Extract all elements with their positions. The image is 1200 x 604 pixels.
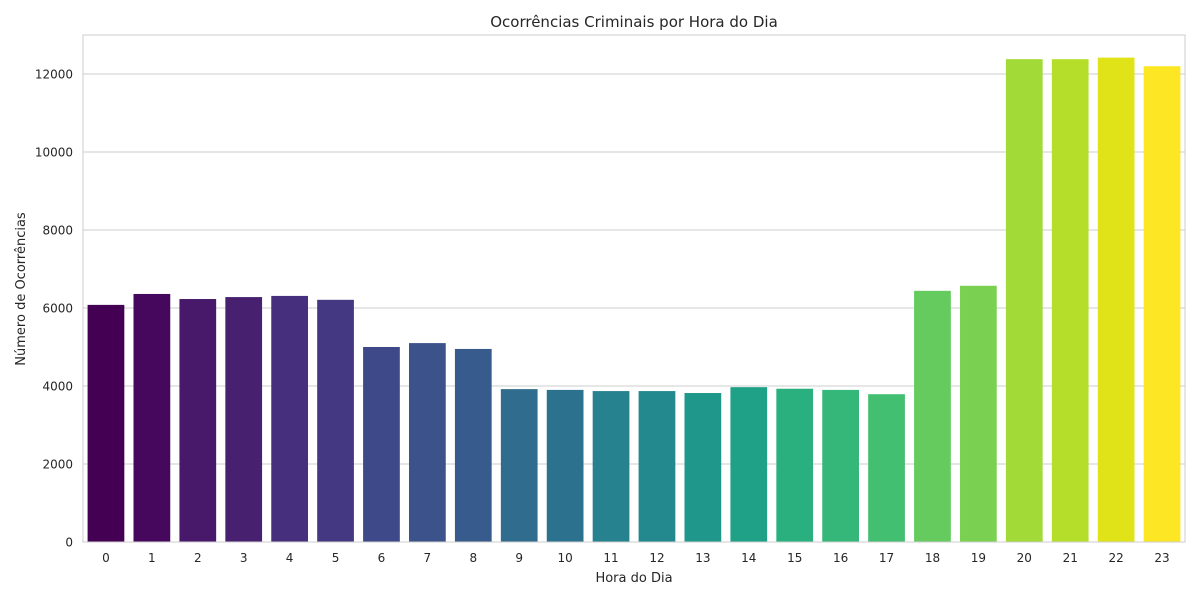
x-tick-label: 2 [194,551,202,565]
bar-hour-17 [868,394,905,542]
x-tick-label: 12 [649,551,664,565]
y-tick-label: 8000 [42,224,73,238]
bar-hour-23 [1143,66,1181,542]
y-tick-label: 10000 [35,146,73,160]
x-tick-label: 11 [603,551,618,565]
x-tick-label: 17 [879,551,894,565]
x-tick-label: 6 [378,551,386,565]
bar-hour-3 [225,297,263,542]
x-axis-label: Hora do Dia [595,571,672,586]
x-tick-label: 16 [833,551,848,565]
bar-hour-20 [1005,59,1043,543]
x-tick-label: 14 [741,551,756,565]
bars [87,57,1181,543]
x-tick-label: 23 [1154,551,1169,565]
x-tick-label: 10 [557,551,572,565]
x-tick-label: 22 [1108,551,1123,565]
bar-hour-7 [409,343,446,542]
x-tick-label: 15 [787,551,802,565]
bar-hour-2 [179,299,217,542]
x-tick-label: 0 [102,551,110,565]
x-tick-label: 8 [469,551,477,565]
x-tick-label: 9 [515,551,523,565]
y-axis-label: Número de Ocorrências [14,212,29,366]
bar-hour-9 [500,389,538,542]
bar-hour-13 [684,393,722,542]
x-tick-label: 5 [332,551,340,565]
y-tick-label: 2000 [42,458,73,472]
x-tick-labels: 0 1 2 3 4 5 6 7 8 9 10 11 12 13 14 15 16 17 18 19 20 21 22 23 [102,551,1170,565]
bar-hour-19 [960,285,997,542]
x-tick-label: 7 [424,551,432,565]
y-tick-label: 0 [65,536,73,550]
bar-hour-10 [546,389,584,542]
bar-hour-11 [592,391,630,542]
y-tick-label: 4000 [42,380,73,394]
x-tick-label: 21 [1063,551,1078,565]
x-tick-label: 1 [148,551,156,565]
x-tick-label: 18 [925,551,940,565]
bar-hour-4 [271,295,308,542]
bar-hour-14 [730,387,768,542]
y-tick-label: 6000 [42,302,73,316]
bar-hour-12 [638,391,676,542]
bar-hour-0 [87,304,125,542]
bar-hour-5 [317,299,354,542]
x-tick-label: 19 [971,551,986,565]
x-tick-label: 13 [695,551,710,565]
bar-hour-22 [1097,57,1135,543]
y-tick-labels: 0 2000 4000 6000 8000 10000 12000 [35,68,73,550]
plot-frame [82,34,1186,543]
bar-hour-8 [454,348,492,542]
bar-hour-6 [363,347,400,542]
x-tick-label: 20 [1017,551,1032,565]
bar-hour-16 [822,389,859,542]
bar-hour-21 [1051,59,1089,543]
bar-hour-18 [914,290,951,542]
bar-hour-15 [776,388,814,542]
chart-title: Ocorrências Criminais por Hora do Dia [490,13,778,31]
x-tick-label: 3 [240,551,248,565]
x-tick-label: 4 [286,551,294,565]
bar-hour-1 [133,293,171,542]
gridlines [83,73,1185,543]
y-tick-label: 12000 [35,68,73,82]
